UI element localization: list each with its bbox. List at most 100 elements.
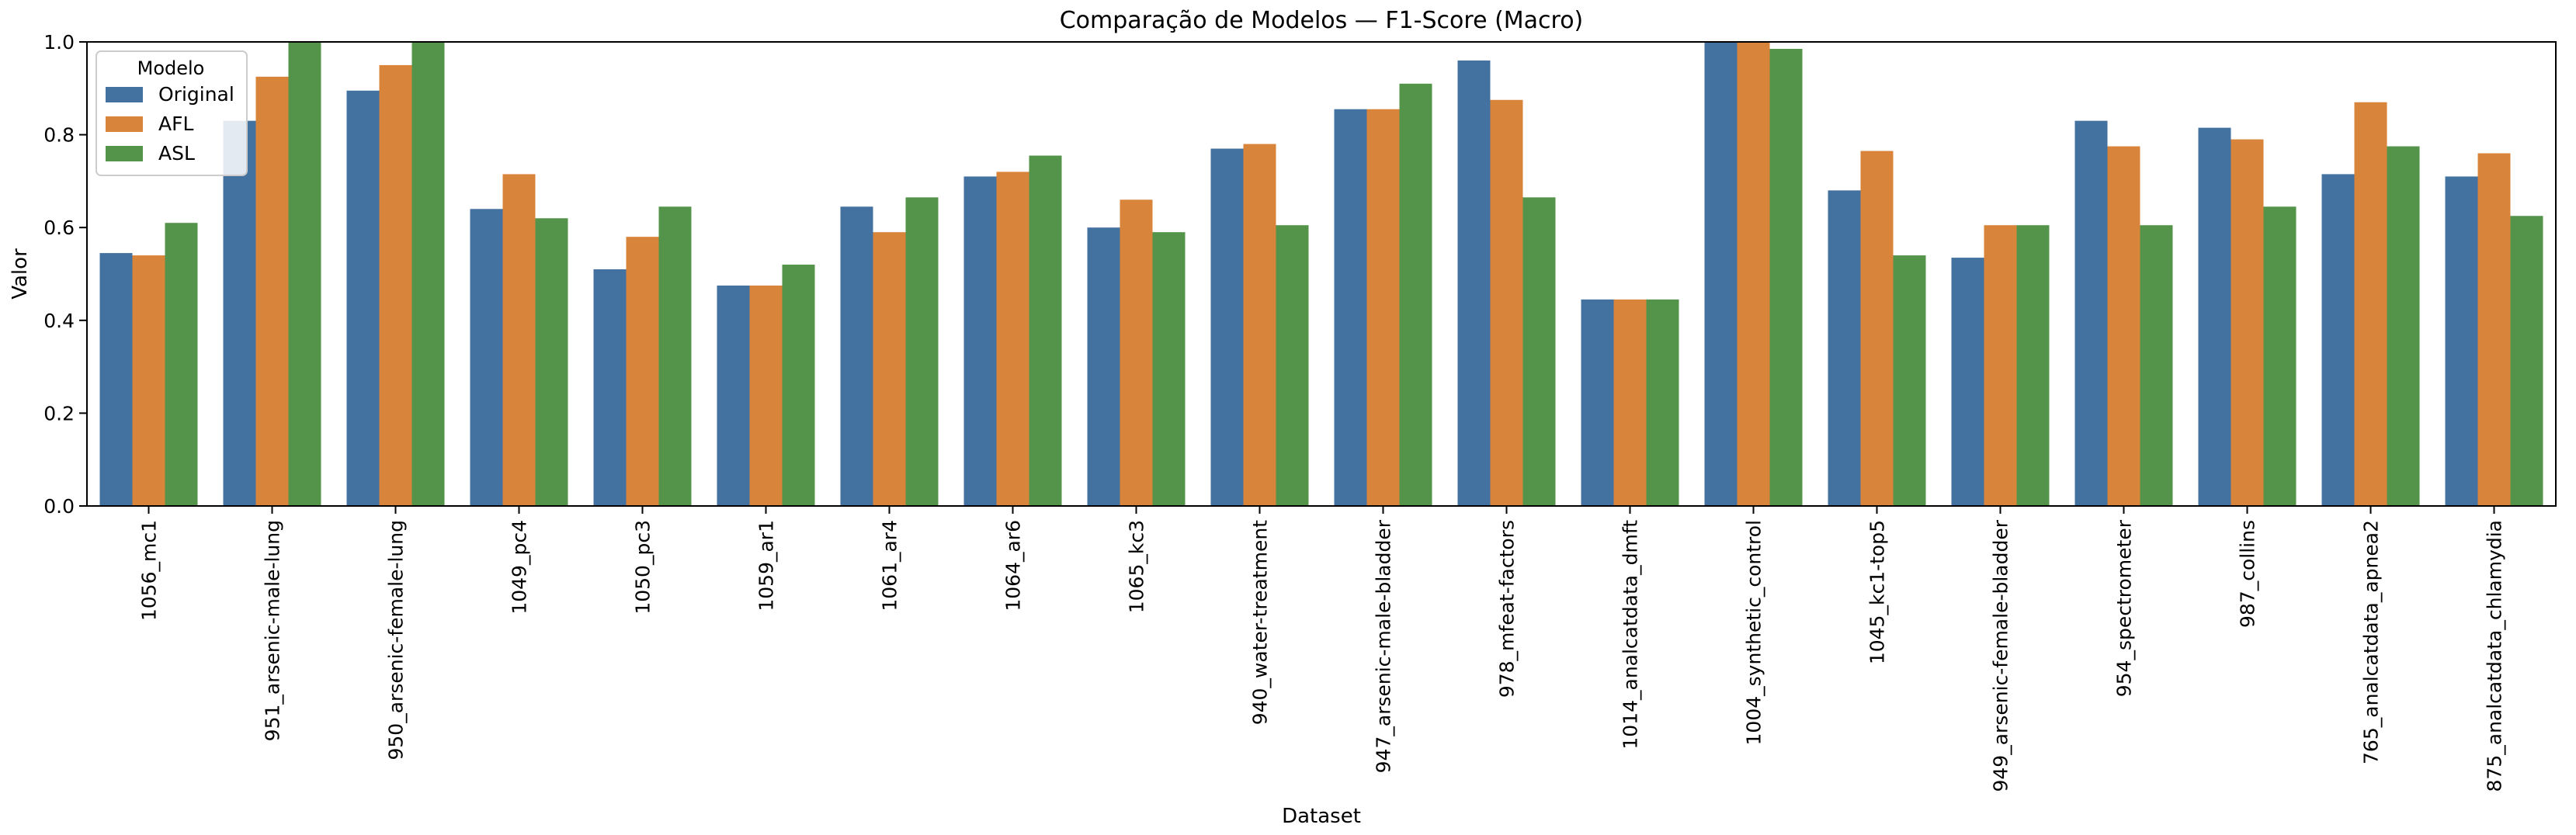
bar-asl-12 — [1646, 299, 1679, 506]
bar-afl-18 — [2354, 102, 2387, 507]
x-tick-label: 1059_ar1 — [755, 520, 778, 612]
bar-original-13 — [1704, 42, 1738, 506]
legend-box — [95, 50, 248, 176]
bar-original-3 — [470, 209, 503, 506]
x-tick-label: 1064_ar6 — [1002, 520, 1025, 612]
x-tick-label: 1065_kc3 — [1126, 520, 1148, 613]
legend-label-asl: ASL — [158, 142, 195, 165]
bar-afl-16 — [2107, 146, 2140, 507]
chart-title: Comparação de Modelos — F1-Score (Macro) — [1060, 7, 1584, 34]
bar-original-8 — [1087, 227, 1120, 506]
bar-asl-10 — [1399, 83, 1432, 506]
bar-original-10 — [1334, 109, 1367, 506]
x-tick-label: 1056_mc1 — [138, 520, 161, 621]
bar-afl-5 — [749, 285, 783, 506]
bar-asl-8 — [1152, 232, 1186, 506]
x-tick-label: 978_mfeat-factors — [1496, 520, 1519, 698]
bar-afl-17 — [2231, 139, 2264, 506]
bar-afl-11 — [1490, 99, 1523, 506]
bar-original-16 — [2074, 120, 2108, 506]
bar-original-19 — [2445, 176, 2478, 507]
bar-original-12 — [1581, 299, 1614, 506]
bar-asl-9 — [1276, 225, 1309, 506]
x-tick-label: 1061_ar4 — [879, 520, 901, 612]
legend-swatch-original — [106, 87, 143, 102]
y-tick-label: 0.4 — [43, 310, 75, 332]
x-tick-label: 1050_pc3 — [632, 520, 654, 615]
y-axis: 0.0 0.2 0.4 0.6 0.8 1.0 — [43, 31, 87, 518]
bar-asl-6 — [905, 197, 939, 506]
bar-afl-8 — [1120, 199, 1153, 506]
bar-asl-13 — [1769, 48, 1803, 507]
x-tick-label: 950_arsenic-female-lung — [385, 520, 408, 761]
bar-original-18 — [2321, 174, 2355, 506]
bar-afl-4 — [626, 237, 659, 506]
bar-afl-2 — [379, 64, 412, 506]
bar-original-11 — [1457, 60, 1491, 507]
x-tick-label: 875_analcatdata_chlamydia — [2484, 520, 2506, 792]
bar-asl-14 — [1893, 255, 1926, 506]
bar-original-1 — [223, 120, 256, 506]
bar-original-6 — [840, 206, 873, 506]
bar-original-4 — [593, 269, 627, 506]
x-tick-label: 1014_analcatdata_dmft — [1620, 520, 1642, 750]
bar-original-15 — [1951, 258, 1984, 506]
bar-afl-10 — [1366, 109, 1400, 506]
bar-afl-15 — [1984, 225, 2017, 506]
bar-afl-1 — [255, 76, 289, 507]
bar-asl-16 — [2140, 225, 2173, 506]
y-tick-label: 0.2 — [43, 402, 75, 424]
bar-asl-3 — [535, 218, 568, 506]
bar-afl-6 — [873, 232, 906, 506]
bar-original-5 — [717, 285, 750, 506]
bar-asl-0 — [165, 223, 198, 506]
bar-asl-17 — [2263, 206, 2297, 506]
bar-asl-5 — [782, 265, 815, 506]
legend-swatch-afl — [106, 116, 143, 132]
x-tick-label: 987_collins — [2237, 520, 2259, 628]
x-tick-label: 1004_synthetic_control — [1743, 520, 1765, 745]
bar-asl-2 — [411, 42, 445, 506]
bar-afl-19 — [2477, 153, 2511, 506]
bar-asl-15 — [2016, 225, 2050, 506]
x-tick-label: 940_water-treatment — [1249, 520, 1272, 725]
bar-asl-11 — [1522, 197, 1556, 506]
legend-label-original: Original — [158, 83, 234, 106]
y-tick-label: 1.0 — [43, 31, 75, 54]
x-tick-label: 947_arsenic-male-bladder — [1373, 519, 1395, 773]
bar-afl-14 — [1860, 151, 1894, 506]
legend: Modelo Original AFL ASL — [95, 50, 248, 176]
bar-afl-7 — [996, 172, 1029, 506]
bar-asl-1 — [288, 42, 321, 506]
bar-original-7 — [963, 176, 997, 507]
bar-asl-19 — [2510, 216, 2543, 506]
bar-afl-3 — [502, 174, 536, 506]
x-tick-label: 765_analcatdata_apnea2 — [2360, 520, 2383, 764]
x-tick-label: 949_arsenic-female-bladder — [1990, 519, 2012, 792]
x-tick-label: 954_spectrometer — [2113, 519, 2136, 697]
x-axis: 1056_mc1 951_arsenic-male-lung 950_arsenic… — [138, 506, 2506, 792]
bar-asl-18 — [2387, 146, 2420, 507]
bar-afl-13 — [1737, 42, 1770, 506]
y-tick-label: 0.0 — [43, 495, 75, 518]
legend-swatch-asl — [106, 146, 143, 161]
x-axis-label: Dataset — [1282, 805, 1361, 828]
bar-asl-7 — [1029, 155, 1062, 506]
x-tick-label: 1045_kc1-top5 — [1866, 520, 1889, 664]
bar-original-2 — [346, 90, 380, 507]
bars-layer — [99, 42, 2543, 507]
legend-label-afl: AFL — [158, 113, 193, 135]
bar-afl-12 — [1613, 299, 1647, 506]
bar-original-14 — [1828, 190, 1861, 507]
bar-original-0 — [99, 253, 133, 506]
x-tick-label: 1049_pc4 — [509, 520, 531, 615]
bar-afl-9 — [1243, 144, 1276, 506]
x-tick-label: 951_arsenic-male-lung — [262, 520, 284, 741]
y-axis-label: Valor — [9, 248, 32, 300]
legend-title: Modelo — [137, 57, 205, 79]
y-tick-label: 0.6 — [43, 217, 75, 239]
bar-original-9 — [1210, 148, 1244, 507]
bar-original-17 — [2198, 127, 2231, 506]
bar-afl-0 — [132, 255, 165, 506]
